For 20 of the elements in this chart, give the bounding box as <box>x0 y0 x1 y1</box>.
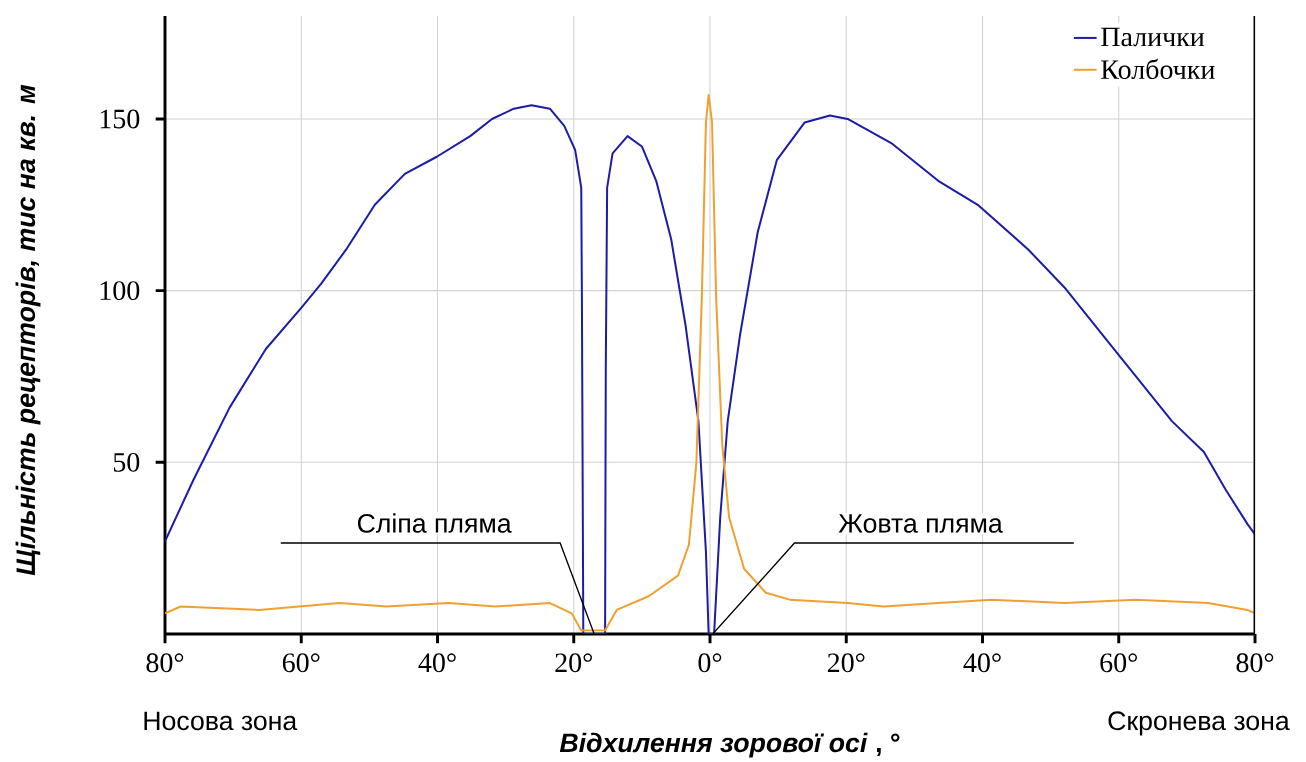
y-axis-title: Щільність рецепторів, тис на кв. м <box>15 84 41 576</box>
legend-label: Колбочки <box>1101 58 1215 80</box>
x-axis-title: Відхилення зорової осі , ° <box>559 732 900 758</box>
text: Скронева зона <box>1108 711 1290 736</box>
x-tick-label: 60° <box>282 653 320 673</box>
x-tick-label: 40° <box>418 653 456 673</box>
annotation: Сліпа пляма <box>357 513 512 533</box>
x-tick-label: 20° <box>555 653 592 673</box>
x-tick-label: 20° <box>827 653 865 673</box>
text: Носова зона <box>144 711 298 731</box>
x-tick-label: 40° <box>963 653 1001 673</box>
x-tick-label: 60° <box>1100 653 1137 673</box>
legend-label: Палички <box>1101 27 1205 47</box>
x-tick-label: 80° <box>1236 653 1274 673</box>
y-tick-label: 50 <box>113 452 140 472</box>
y-tick-label: 100 <box>100 281 140 301</box>
y-tick-label: 150 <box>100 109 140 129</box>
annotation: Жовта пляма <box>838 514 1003 533</box>
x-tick-label: 80° <box>146 653 184 673</box>
x-tick-label: 0° <box>698 653 722 673</box>
